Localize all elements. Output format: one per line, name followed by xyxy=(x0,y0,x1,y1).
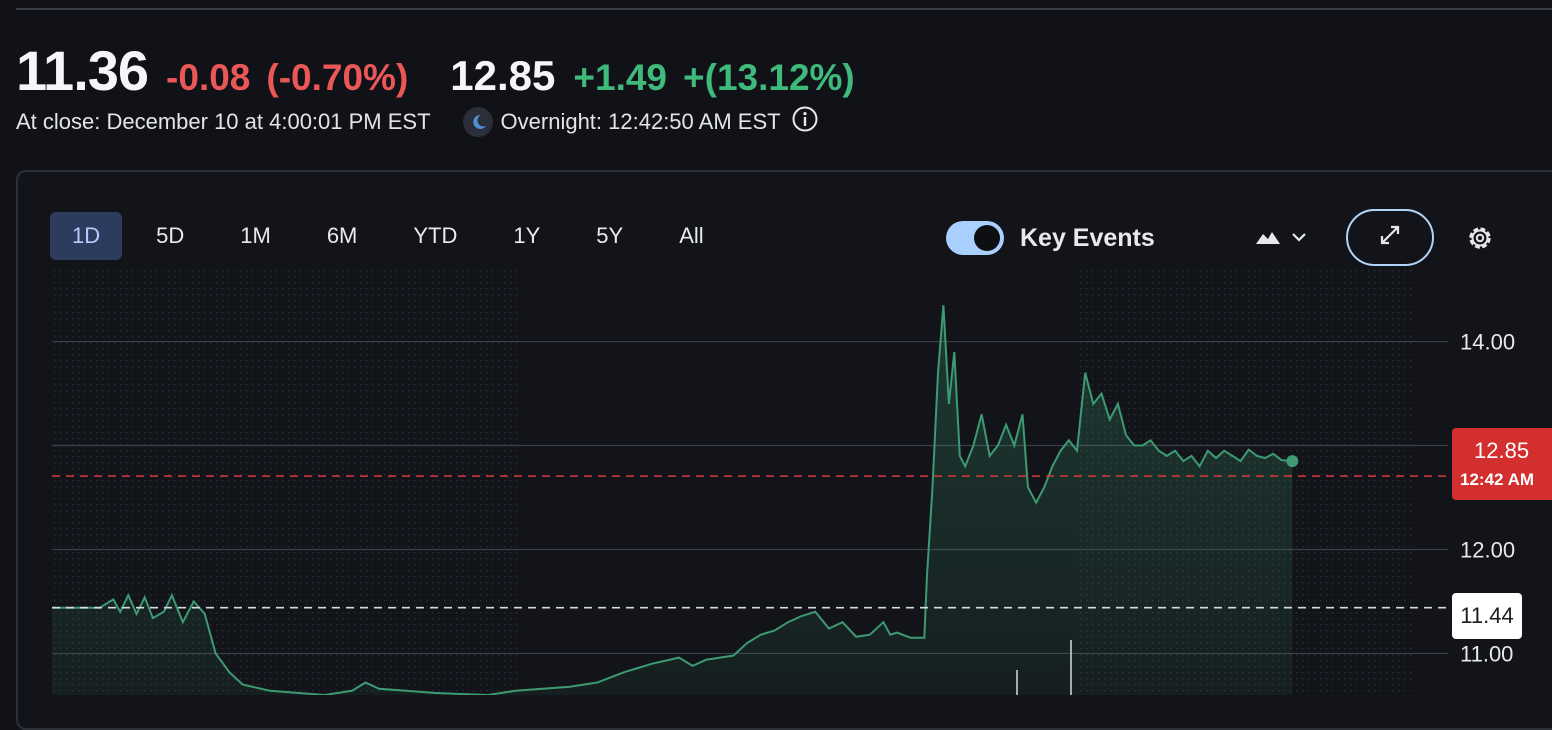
overnight-change-percent: +(13.12%) xyxy=(683,57,855,98)
last-price-dot xyxy=(1286,455,1299,468)
key-events-label: Key Events xyxy=(1020,223,1155,252)
tab-1y[interactable]: 1Y xyxy=(513,223,541,248)
close-change-percent: (-0.70%) xyxy=(266,57,409,98)
overnight-price: 12.85 xyxy=(450,52,556,99)
close-price: 11.36 xyxy=(16,39,149,102)
chart-type-selector[interactable] xyxy=(1254,224,1308,254)
tab-5y[interactable]: 5Y xyxy=(596,223,624,248)
quote-summary: 11.36 -0.08 (-0.70%) 12.85 +1.49 +(13.12… xyxy=(16,38,855,102)
key-events-control: Key Events xyxy=(946,220,1155,256)
market-status: At close: December 10 at 4:00:01 PM EST … xyxy=(16,106,819,138)
tab-1d[interactable]: 1D xyxy=(50,212,123,260)
price-area xyxy=(52,305,1293,695)
close-change: -0.08 xyxy=(166,57,251,98)
tab-all[interactable]: All xyxy=(679,223,704,248)
tab-5d[interactable]: 5D xyxy=(156,223,185,248)
overnight-change: +1.49 xyxy=(573,57,668,98)
current-price-label: 12.85 xyxy=(1474,438,1530,463)
settings-button[interactable] xyxy=(1464,222,1496,259)
gear-icon xyxy=(1464,227,1496,258)
tab-ytd[interactable]: YTD xyxy=(413,223,458,248)
header-divider xyxy=(16,8,1552,10)
tab-1m[interactable]: 1M xyxy=(240,223,271,248)
y-tick-label: 14.00 xyxy=(1460,330,1515,355)
y-tick-label: 12.00 xyxy=(1460,537,1515,562)
price-line xyxy=(52,305,1293,695)
info-icon[interactable] xyxy=(791,105,819,139)
price-chart: 14.00 12.00 11.00 xyxy=(52,270,1515,695)
tab-6m[interactable]: 6M xyxy=(326,223,358,248)
current-price-badge: 12.85 12:42 AM xyxy=(1452,428,1552,500)
previous-close-badge: 11.44 xyxy=(1452,593,1522,639)
overnight-status: Overnight: 12:42:50 AM EST xyxy=(500,109,781,134)
expand-icon xyxy=(1377,222,1403,253)
y-tick-label: 11.00 xyxy=(1460,641,1513,666)
moon-icon xyxy=(462,107,493,137)
chevron-down-icon xyxy=(1290,230,1308,249)
close-status: At close: December 10 at 4:00:01 PM EST xyxy=(16,109,431,134)
toggle-knob xyxy=(974,225,1000,251)
expand-button[interactable] xyxy=(1346,209,1434,266)
mountain-chart-icon xyxy=(1254,227,1282,252)
range-tabs: 1D 5D 1M 6M YTD 1Y 5Y All xyxy=(50,212,738,260)
current-time-label: 12:42 AM xyxy=(1460,470,1535,489)
key-events-toggle[interactable] xyxy=(946,221,1004,255)
